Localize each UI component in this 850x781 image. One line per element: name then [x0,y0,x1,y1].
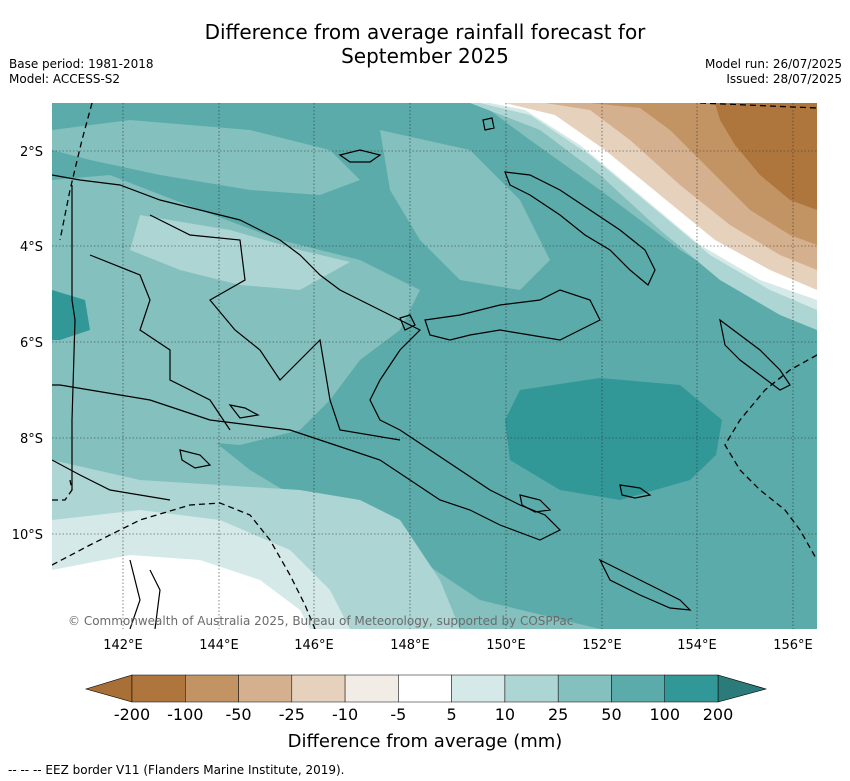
colorbar-tick-label: 25 [548,705,568,724]
mainland-coast [52,174,562,541]
colorbar: -200 -100 -50 -25 -10 -5 5 10 25 50 100 200 [84,674,768,724]
field-ne-minus100 [715,103,817,210]
colorbar-bin [451,674,506,703]
eez-east [724,354,817,561]
colorbar-tick-label: -10 [332,705,358,724]
international-border [71,185,76,490]
rainfall-field: © Commonwealth of Australia 2025, Bureau… [52,103,817,629]
model-name: Model: ACCESS-S2 [9,72,121,86]
eez-west-north [59,103,93,241]
colorbar-arrow-left [84,674,133,703]
cape-york-east [149,569,161,629]
colorbar-bin [664,674,719,703]
meta-left: Base period: 1981-2018 Model: ACCESS-S2 [9,57,154,87]
eez-footnote: -- -- -- EEZ border V11 (Flanders Marine… [8,763,345,777]
colorbar-tick-label: 10 [495,705,515,724]
colorbar-bin [131,674,186,703]
colorbar-tick-label: 50 [601,705,621,724]
field-highlands-10-25 [130,215,350,290]
island-east [619,484,652,499]
new-britain [424,289,601,341]
colorbar-bin [291,674,346,703]
lat-label: 6°S [20,336,43,351]
lon-label: 156°E [773,638,813,653]
colorbar-bin [238,674,293,703]
colorbar-tick-label: -5 [390,705,406,724]
lat-label: 2°S [20,145,43,160]
colorbar-tick-label: -200 [114,705,150,724]
lon-label: 144°E [199,638,239,653]
colorbar-arrow-right [717,674,768,703]
colorbar-bin [398,674,452,703]
lat-labels: 2°S 4°S 6°S 8°S 10°S [12,145,43,543]
colorbar-tick-label: -25 [279,705,305,724]
lon-label: 152°E [582,638,622,653]
island-dentrecasteaux [519,494,552,513]
field-north-25-50 [52,120,360,195]
model-run: Model run: 26/07/2025 [704,57,842,71]
issued-date: Issued: 28/07/2025 [726,72,842,86]
lon-label: 146°E [294,638,334,653]
colorbar-bin [344,674,399,703]
meta-right: Model run: 26/07/2025 Issued: 28/07/2025 [705,57,842,87]
colorbar-bin [611,674,665,703]
lon-labels: 142°E 144°E 146°E 148°E 150°E 152°E 154°… [103,638,813,653]
province-lines-2 [149,214,401,441]
province-lines-1 [89,254,231,431]
colorbar-title: Difference from average (mm) [288,731,563,752]
base-period: Base period: 1981-2018 [9,57,154,71]
eez-south-arc [52,502,316,629]
eez-west-south [52,479,73,501]
copyright-note: © Commonwealth of Australia 2025, Bureau… [68,614,573,628]
lat-label: 8°S [20,432,43,447]
fly-river-delta [228,404,260,419]
lat-label: 10°S [12,528,43,543]
island-small-3 [179,449,212,469]
lat-label: 4°S [20,240,43,255]
title-line-2: September 2025 [341,44,509,68]
field-west-100-200 [52,290,90,340]
title-line-1: Difference from average rainfall forecas… [204,20,646,44]
colorbar-bin [557,674,612,703]
bougainville [719,318,791,391]
lon-label: 154°E [677,638,717,653]
eez-borders [52,103,817,629]
colorbar-tick-label: 5 [447,705,457,724]
cape-york [129,559,141,629]
lon-label: 148°E [390,638,430,653]
south-coast-west [52,459,171,501]
louisiade [598,558,692,611]
colorbar-tick-label: 200 [703,705,734,724]
colorbar-tick-label: -50 [225,705,251,724]
colorbar-bin [185,674,239,703]
field-bismarck-25-50 [380,130,550,290]
island-small-2 [399,314,416,331]
colorbar-tick-label: -100 [167,705,203,724]
coastlines [52,117,791,629]
field-south-neutral [52,555,310,629]
colorbar-bin [504,674,559,703]
island-small-1 [482,117,495,131]
graticule [52,103,817,629]
colorbar-tick-label: 100 [649,705,680,724]
chart-title: Difference from average rainfall forecas… [0,20,850,68]
manus [338,149,382,163]
new-ireland [504,171,656,286]
field-core-100-200 [505,378,722,500]
lon-label: 150°E [486,638,526,653]
lon-label: 142°E [103,638,143,653]
